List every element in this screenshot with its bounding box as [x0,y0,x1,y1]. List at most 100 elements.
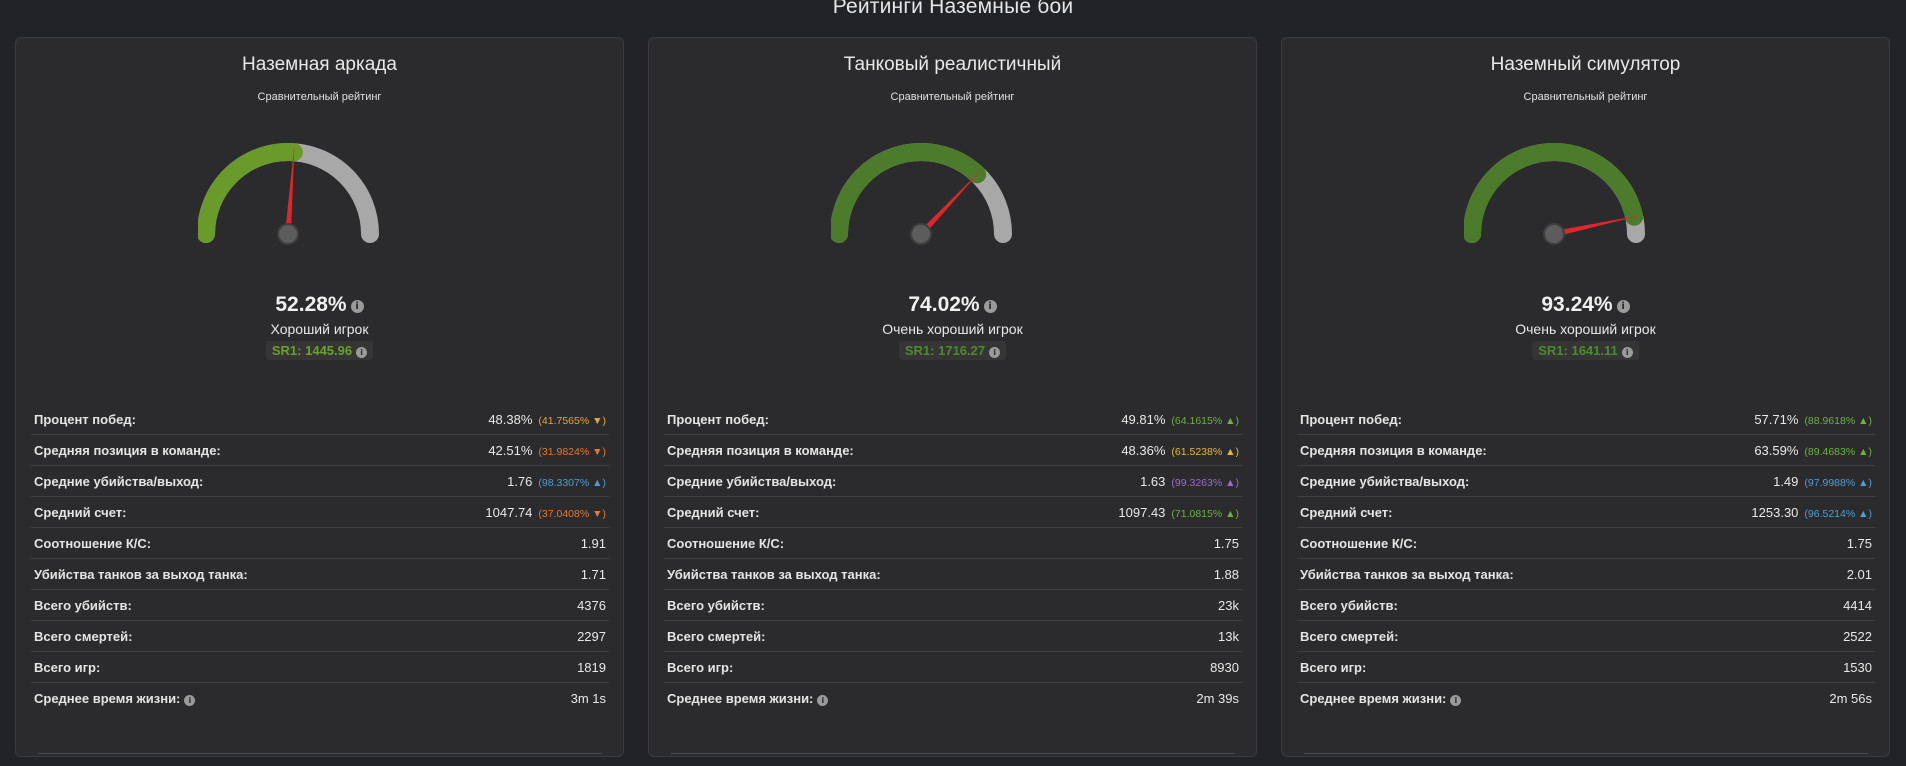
sr-wrap: SR1: 1716.27 i [649,341,1256,360]
sr-badge: SR1: 1641.11 i [1532,341,1639,360]
gauge-subtitle: Сравнительный рейтинг [890,91,1015,103]
stat-right: 1.49 (97.9988% ▲) [1773,474,1872,489]
stats-table: Процент побед: 57.71% (88.9618% ▲) Средняя … [1297,404,1875,714]
stat-percentile: (98.3307% ▲) [538,476,606,489]
stat-row: Убийства танков за выход танка: 1.88 [664,559,1242,590]
stat-right: 2m 56s [1829,691,1872,706]
info-icon[interactable]: i [1616,300,1630,313]
stat-label: Среднее время жизни: [1300,691,1447,706]
stat-right: 1.63 (99.3263% ▲) [1140,474,1239,489]
stat-value: 2297 [577,628,606,644]
info-icon[interactable]: i [983,300,997,313]
info-icon[interactable]: i [184,695,196,706]
player-grade: Хороший игрок [270,321,369,337]
rating-percent: 93.24% [1541,293,1613,316]
stat-right: 42.51% (31.9824% ▼) [488,443,606,458]
stat-percentile: (97.9988% ▲) [1804,476,1872,489]
stat-label: Всего игр: [1300,659,1367,675]
gauge-fill [198,143,303,243]
stat-value: 4376 [577,597,606,613]
info-icon[interactable]: i [1450,695,1462,706]
stat-label: Всего смертей: [1300,628,1399,644]
gauge-subtitle: Сравнительный рейтинг [1523,91,1648,103]
sr-value: SR1: 1641.11 [1538,343,1618,358]
stat-right: 1.75 [1847,536,1872,551]
stat-value: 42.51% [488,442,533,458]
sr-value: SR1: 1445.96 [271,343,353,358]
stat-label: Процент побед: [1300,411,1402,427]
info-icon[interactable]: i [1621,347,1633,358]
stat-row: Средний счет: 1253.30 (96.5214% ▲) [1297,497,1875,528]
card-title: Наземный симулятор [1490,54,1681,75]
stat-label: Средний счет: [1300,504,1393,520]
stat-label: Процент побед: [667,411,769,427]
stat-percentile: (37.0408% ▼) [538,507,606,520]
stat-row: Средние убийства/выход: 1.76 (98.3307% ▲) [31,466,609,497]
stat-right: 1.76 (98.3307% ▲) [507,474,606,489]
stat-row: Средняя позиция в команде: 48.36% (61.5238… [664,435,1242,466]
stat-value: 63.59% [1754,442,1799,458]
info-icon[interactable]: i [350,300,364,313]
stats-table: Процент побед: 49.81% (64.1615% ▲) Средняя … [664,404,1242,714]
stat-row: Среднее время жизни: i 2m 39s [664,683,1242,714]
stat-row: Всего смертей: 13k [664,621,1242,652]
stat-row: Всего смертей: 2297 [31,621,609,652]
stat-value: 1530 [1843,659,1872,675]
stat-value: 48.36% [1121,442,1166,458]
stat-row: Средний счет: 1097.43 (71.0815% ▲) [664,497,1242,528]
stat-row: Средние убийства/выход: 1.49 (97.9988% ▲) [1297,466,1875,497]
stat-right: 2522 [1843,629,1872,644]
stat-row: Соотношение К/С: 1.75 [1297,528,1875,559]
info-icon[interactable]: i [989,347,1001,358]
stat-label: Всего убийств: [34,597,132,613]
player-grade: Очень хороший игрок [882,321,1023,337]
stat-value: 3m 1s [570,691,606,706]
info-icon[interactable]: i [356,347,368,358]
stat-right: 4414 [1843,598,1872,613]
stat-right: 48.38% (41.7565% ▼) [488,412,606,427]
stat-row: Всего убийств: 23k [664,590,1242,621]
stat-row: Среднее время жизни: i 2m 56s [1297,683,1875,714]
stat-value: 1.91 [580,535,606,551]
stat-row: Среднее время жизни: i 3m 1s [31,683,609,714]
stat-label: Всего смертей: [667,628,766,644]
stat-row: Убийства танков за выход танка: 1.71 [31,559,609,590]
page-title: Рейтинги Наземные бои [832,0,1074,18]
stat-right: 1047.74 (37.0408% ▼) [485,505,606,520]
stat-value: 1.75 [1846,535,1872,551]
stat-right: 4376 [577,598,606,613]
stat-right: 63.59% (89.4683% ▲) [1754,443,1872,458]
stat-row: Всего игр: 8930 [664,652,1242,683]
card-footer-divider [38,753,602,766]
stat-label: Средние убийства/выход: [1300,473,1470,489]
stat-value: 1253.30 [1751,504,1799,520]
stat-percentile: (71.0815% ▲) [1171,507,1239,520]
info-icon[interactable]: i [817,695,829,706]
stat-value: 1047.74 [485,504,533,520]
stat-value: 4414 [1843,597,1872,613]
rating-percent: 74.02% [908,293,980,316]
stat-row: Средний счет: 1047.74 (37.0408% ▼) [31,497,609,528]
stat-row: Соотношение К/С: 1.91 [31,528,609,559]
card-title: Наземная аркада [242,54,397,75]
gauge-fill [831,143,987,243]
gauge-needle [918,168,983,237]
stat-right: 1.88 [1214,567,1239,582]
stat-label: Соотношение К/С: [34,535,152,551]
stat-value: 1.75 [1213,535,1239,551]
stat-label: Средние убийства/выход: [34,473,204,489]
stat-right: 2m 39s [1196,691,1239,706]
stat-row: Всего убийств: 4376 [31,590,609,621]
stat-row: Всего смертей: 2522 [1297,621,1875,652]
stat-percentile: (31.9824% ▼) [538,445,606,458]
percent-row: 93.24% i [1282,293,1889,317]
stat-value: 13k [1218,628,1239,644]
card-title: Танковый реалистичный [843,54,1062,75]
gauge-needle [1553,215,1642,237]
stat-right: 49.81% (64.1615% ▲) [1121,412,1239,427]
stat-right: 1253.30 (96.5214% ▲) [1751,505,1872,520]
gauge-subtitle: Сравнительный рейтинг [257,91,382,103]
stat-row: Всего убийств: 4414 [1297,590,1875,621]
stat-label: Процент побед: [34,411,136,427]
sr-wrap: SR1: 1641.11 i [1282,341,1889,360]
